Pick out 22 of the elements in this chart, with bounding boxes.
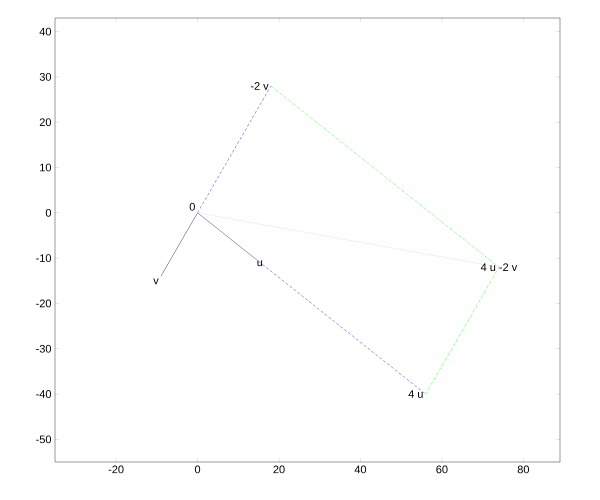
x-tick-label: -20 <box>108 466 124 474</box>
annotation: -2 v <box>250 82 269 90</box>
annotation: u <box>257 260 262 266</box>
annotation: 0 <box>190 202 195 211</box>
y-tick-label: -10 <box>36 254 52 262</box>
y-tick-label: -40 <box>36 390 52 398</box>
annotation: v <box>153 278 159 284</box>
y-tick-label: 20 <box>40 118 52 126</box>
x-tick-label: 20 <box>273 466 285 474</box>
y-tick-label: 40 <box>40 28 52 36</box>
x-tick-label: 80 <box>518 466 530 474</box>
x-tick-label: 60 <box>436 466 448 474</box>
y-tick-label: 10 <box>40 164 52 172</box>
y-tick-label: 0 <box>46 208 52 217</box>
x-tick-label: 0 <box>194 466 200 474</box>
y-tick-label: -20 <box>36 300 52 308</box>
y-tick-label: 30 <box>40 73 52 81</box>
x-tick-label: 40 <box>354 466 366 474</box>
y-tick-label: -50 <box>36 435 52 444</box>
y-tick-label: -30 <box>36 344 52 353</box>
annotation: 4 u <box>408 390 423 398</box>
annotation: 4 u -2 v <box>480 263 518 272</box>
